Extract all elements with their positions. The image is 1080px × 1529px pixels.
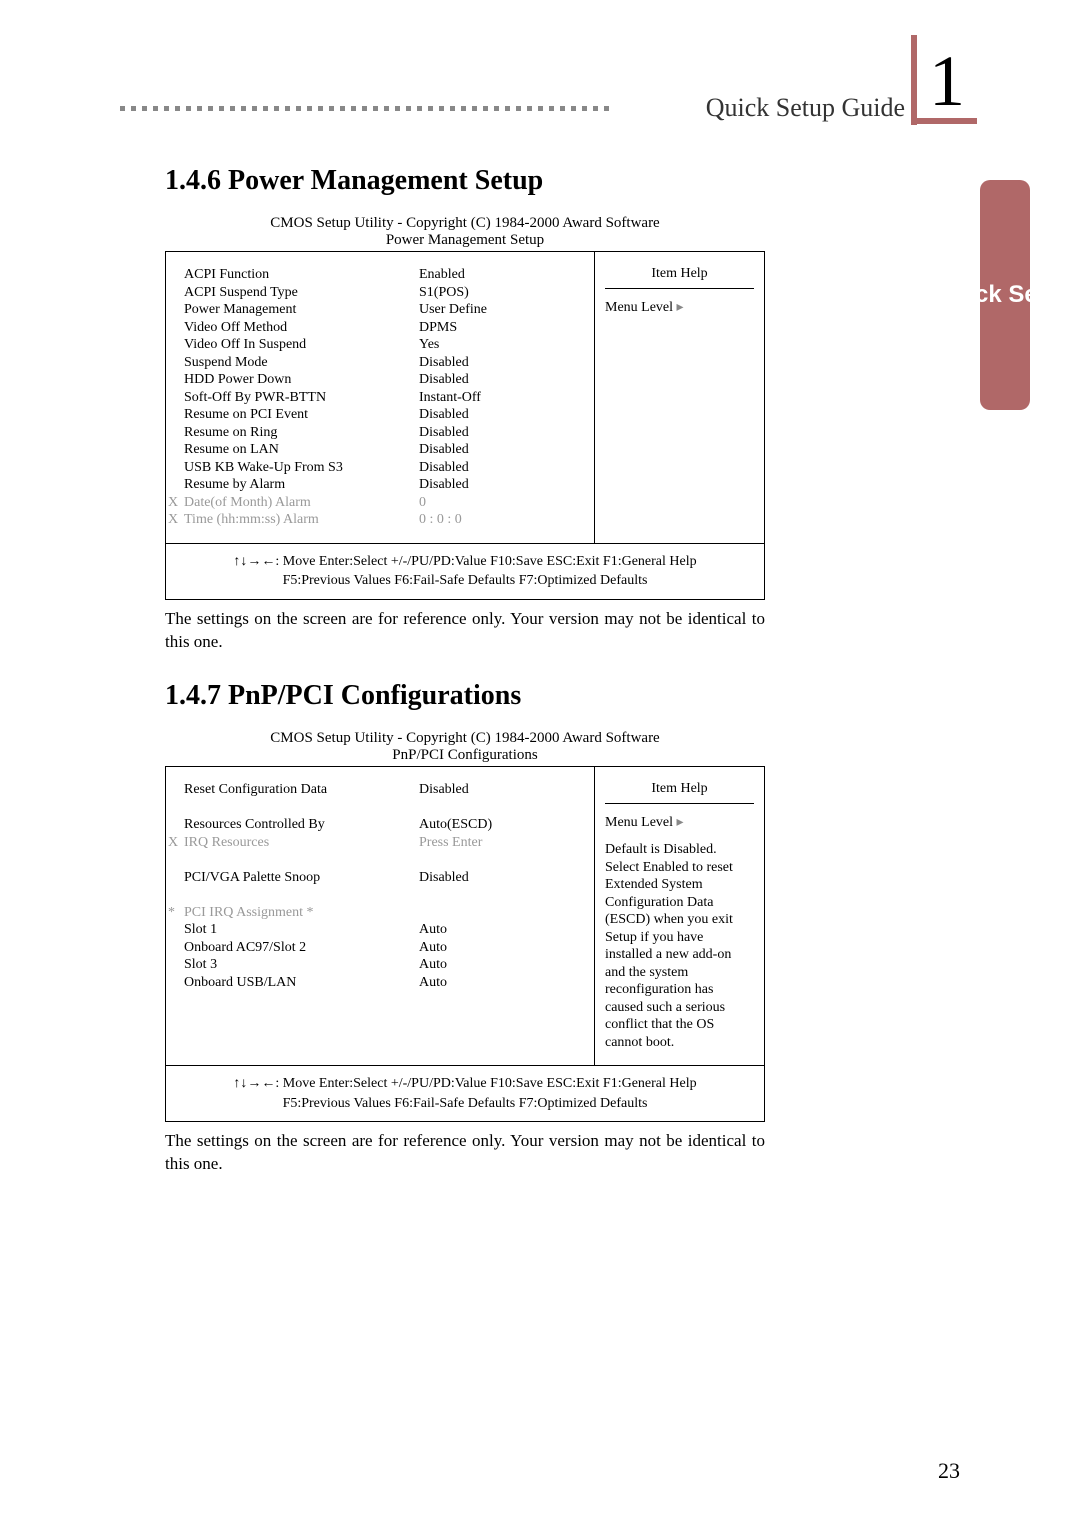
footer-line2: F5:Previous Values F6:Fail-Safe Defaults…	[180, 1094, 750, 1114]
bios-setting-row[interactable]: Video Off In SuspendYes	[184, 336, 588, 354]
bios-footer: ↑↓→←: Move Enter:Select +/-/PU/PD:Value …	[166, 1065, 764, 1121]
bios-footer: ↑↓→←: Move Enter:Select +/-/PU/PD:Value …	[166, 543, 764, 599]
help-title: Item Help	[605, 781, 754, 804]
bios-setting-row	[184, 886, 588, 904]
bios-setting-row[interactable]: Resume by AlarmDisabled	[184, 476, 588, 494]
bios-setting-row[interactable]: Power ManagementUser Define	[184, 301, 588, 319]
bios-setting-row-disabled: XTime (hh:mm:ss) Alarm0 : 0 : 0	[184, 511, 588, 529]
bios-setting-row[interactable]: Soft-Off By PWR-BTTNInstant-Off	[184, 389, 588, 407]
section-heading: 1.4.7 PnP/PCI Configurations	[165, 680, 765, 712]
page-number-bottom: 23	[938, 1458, 960, 1484]
bios-setting-row[interactable]: Resume on RingDisabled	[184, 424, 588, 442]
bios-header-line1: CMOS Setup Utility - Copyright (C) 1984-…	[165, 215, 765, 232]
bios-header-line2: PnP/PCI Configurations	[165, 747, 765, 764]
bios-setting-row[interactable]: HDD Power DownDisabled	[184, 371, 588, 389]
bios-setting-row[interactable]: Resources Controlled ByAuto(ESCD)	[184, 816, 588, 834]
bios-help-panel: Item Help Menu Level	[594, 252, 764, 543]
bios-header-line1: CMOS Setup Utility - Copyright (C) 1984-…	[165, 730, 765, 747]
decorative-dots	[120, 106, 660, 111]
bios-settings-panel: ACPI FunctionEnabled ACPI Suspend TypeS1…	[166, 252, 594, 543]
caption: The settings on the screen are for refer…	[165, 608, 765, 654]
bios-setting-row[interactable]: Slot 3Auto	[184, 956, 588, 974]
footer-line2: F5:Previous Values F6:Fail-Safe Defaults…	[180, 571, 750, 591]
bios-setting-row-disabled: XIRQ ResourcesPress Enter	[184, 834, 588, 852]
bios-setting-row	[184, 851, 588, 869]
side-tab-main-text: Quick Setup	[935, 281, 1075, 308]
bios-box: Reset Configuration DataDisabled Resourc…	[165, 766, 765, 1122]
bios-header-line2: Power Management Setup	[165, 232, 765, 249]
bios-box: ACPI FunctionEnabled ACPI Suspend TypeS1…	[165, 251, 765, 600]
bios-setting-row-disabled: *PCI IRQ Assignment *	[184, 904, 588, 922]
section-heading: 1.4.6 Power Management Setup	[165, 165, 765, 197]
page-number-top: 1	[929, 40, 965, 123]
bios-setting-row[interactable]: Onboard USB/LANAuto	[184, 974, 588, 992]
bios-setting-row[interactable]: Slot 1Auto	[184, 921, 588, 939]
bios-help-panel: Item Help Menu Level Default is Disabled…	[594, 767, 764, 1065]
bios-header: CMOS Setup Utility - Copyright (C) 1984-…	[165, 730, 765, 764]
bios-setting-row[interactable]: Reset Configuration DataDisabled	[184, 781, 588, 799]
bios-setting-row[interactable]: ACPI FunctionEnabled	[184, 266, 588, 284]
side-tab: Quick Setup	[980, 180, 1030, 410]
section-pnp-pci: 1.4.7 PnP/PCI Configurations CMOS Setup …	[165, 680, 765, 1176]
footer-line1: ↑↓→←: Move Enter:Select +/-/PU/PD:Value …	[180, 1074, 750, 1094]
bios-header: CMOS Setup Utility - Copyright (C) 1984-…	[165, 215, 765, 249]
bios-setting-row[interactable]: Suspend ModeDisabled	[184, 354, 588, 372]
bios-settings-panel: Reset Configuration DataDisabled Resourc…	[166, 767, 594, 1065]
caption: The settings on the screen are for refer…	[165, 1130, 765, 1176]
menu-level: Menu Level	[605, 299, 754, 316]
bios-setting-row[interactable]: Onboard AC97/Slot 2Auto	[184, 939, 588, 957]
header-title: Quick Setup Guide	[706, 93, 905, 123]
menu-level: Menu Level	[605, 814, 754, 831]
bios-setting-row[interactable]: Video Off MethodDPMS	[184, 319, 588, 337]
bios-setting-row-disabled: XDate(of Month) Alarm0	[184, 494, 588, 512]
bios-setting-row[interactable]: Resume on LANDisabled	[184, 441, 588, 459]
bios-setting-row[interactable]: PCI/VGA Palette SnoopDisabled	[184, 869, 588, 887]
bios-setting-row[interactable]: USB KB Wake-Up From S3Disabled	[184, 459, 588, 477]
section-power-management: 1.4.6 Power Management Setup CMOS Setup …	[165, 165, 765, 654]
bios-setting-row	[184, 799, 588, 817]
help-title: Item Help	[605, 266, 754, 289]
help-body: Default is Disabled. Select Enabled to r…	[605, 841, 754, 1051]
bios-setting-row[interactable]: Resume on PCI EventDisabled	[184, 406, 588, 424]
bios-setting-row[interactable]: ACPI Suspend TypeS1(POS)	[184, 284, 588, 302]
footer-line1: ↑↓→←: Move Enter:Select +/-/PU/PD:Value …	[180, 552, 750, 572]
